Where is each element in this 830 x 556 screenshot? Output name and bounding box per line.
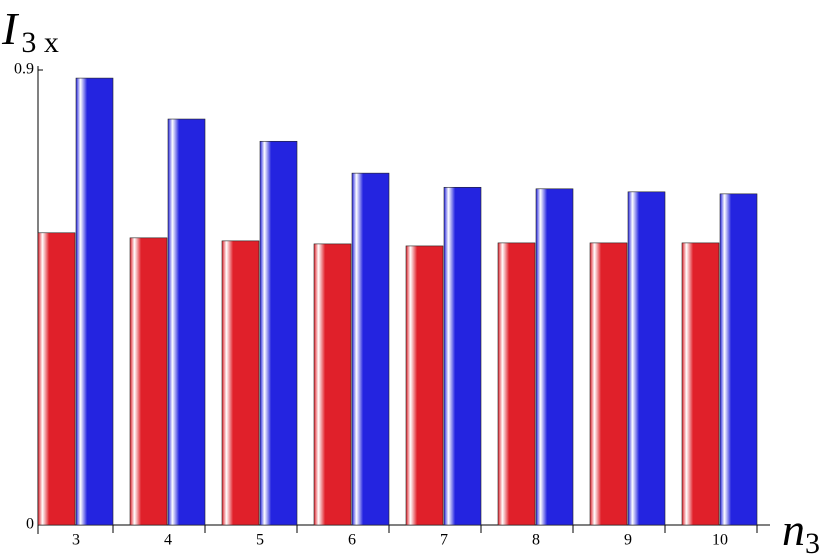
x-axis-label: n3	[782, 504, 820, 556]
bar	[497, 242, 536, 526]
bar	[221, 240, 260, 526]
bar	[167, 118, 206, 526]
bar	[37, 232, 76, 526]
bar	[259, 140, 298, 526]
x-tick-label: 6	[348, 532, 356, 549]
bar	[313, 243, 352, 526]
bar	[75, 77, 114, 526]
bar	[129, 237, 168, 526]
x-tick-label: 9	[624, 532, 632, 549]
bar	[627, 191, 666, 526]
x-tick-label: 4	[164, 532, 172, 549]
bar	[535, 188, 574, 526]
bar	[405, 245, 444, 526]
y-tick-label: 0	[26, 516, 34, 533]
bar	[719, 193, 758, 526]
x-tick-label: 3	[72, 532, 80, 549]
x-tick-label: 7	[440, 532, 448, 549]
bar	[351, 172, 390, 526]
bar	[589, 242, 628, 526]
bar	[443, 186, 482, 526]
x-tick-label: 10	[712, 532, 728, 549]
y-tick-label: 0.9	[14, 61, 34, 78]
x-tick-label: 5	[256, 532, 264, 549]
x-tick-label: 8	[532, 532, 540, 549]
bar	[681, 242, 720, 526]
